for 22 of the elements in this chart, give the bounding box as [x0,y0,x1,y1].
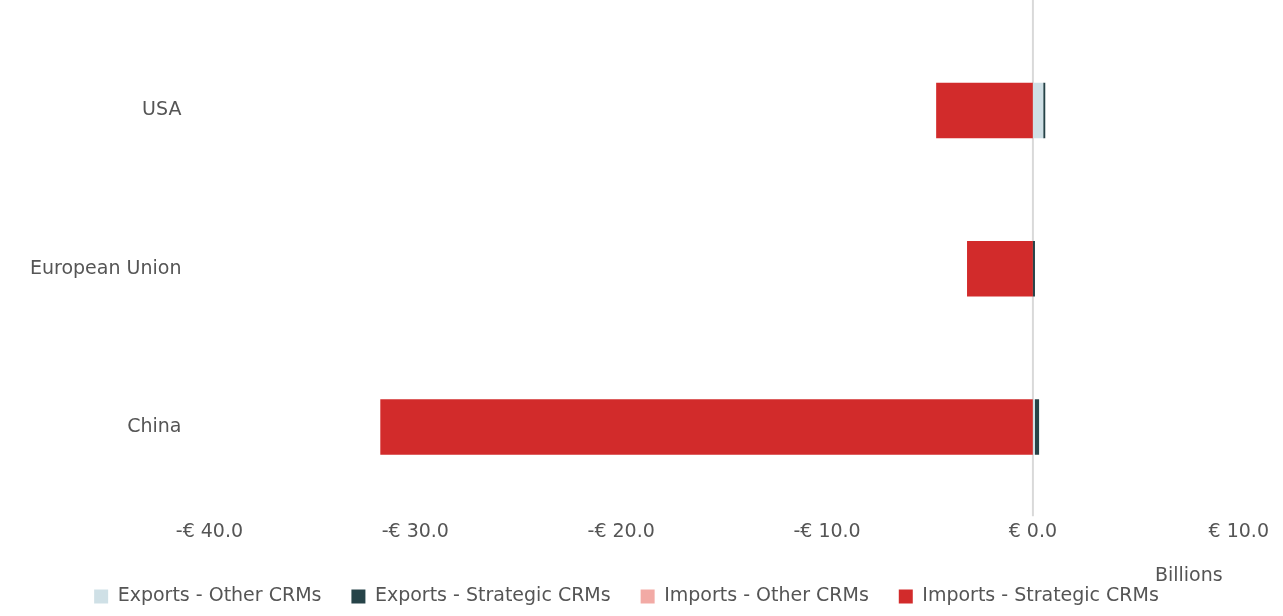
y-tick-label: China [127,414,182,436]
legend-label: Exports - Other CRMs [117,583,322,606]
x-axis-title: Billions [1154,563,1223,586]
x-tick-label: -€ 40.0 [175,518,244,541]
bar [967,241,1033,297]
y-tick-label: European Union [30,255,182,278]
legend-label: Imports - Other CRMs [664,583,869,606]
bar [1032,241,1035,297]
bar [1032,399,1035,455]
y-tick-label: USA [142,97,182,120]
x-tick-label: € 10.0 [1208,518,1269,541]
x-tick-label: -€ 30.0 [381,518,449,541]
x-tick-label: € 0.0 [1008,518,1058,541]
bar [380,399,1033,455]
x-tick-label: -€ 20.0 [587,518,655,541]
bar [936,82,1033,139]
bar [1034,399,1040,455]
bar [1032,82,1044,139]
x-tick-label: -€ 10.0 [793,518,861,541]
legend-label: Exports - Strategic CRMs [374,583,611,606]
legend-label: Imports - Strategic CRMs [922,583,1159,606]
bar [1043,82,1046,139]
